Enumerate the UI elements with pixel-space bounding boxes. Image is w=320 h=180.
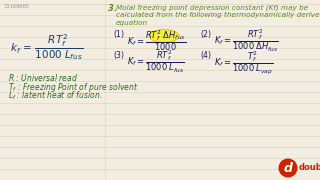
Ellipse shape: [149, 30, 179, 42]
Text: d: d: [284, 161, 292, 174]
Text: $L_f$ : latent heat of fusion.: $L_f$ : latent heat of fusion.: [8, 90, 102, 102]
Text: equation: equation: [116, 20, 148, 26]
Text: Molal freezing point depression constant (Kf) may be: Molal freezing point depression constant…: [116, 4, 308, 11]
Text: 3.: 3.: [108, 4, 117, 13]
Text: $(2)$: $(2)$: [200, 28, 212, 40]
Text: $k_f\,=\,\dfrac{RT_f^2}{1000\;L_{fus}}$: $k_f\,=\,\dfrac{RT_f^2}{1000\;L_{fus}}$: [10, 32, 83, 62]
Text: $K_f = \dfrac{RT_f^2\;\Delta H_{fus}}{1000}$: $K_f = \dfrac{RT_f^2\;\Delta H_{fus}}{10…: [127, 28, 186, 53]
Text: $K_f = \dfrac{T_f^2}{1000\;L_{vap}}$: $K_f = \dfrac{T_f^2}{1000\;L_{vap}}$: [214, 49, 273, 76]
Text: $R$ : Universal read: $R$ : Universal read: [8, 72, 78, 83]
Text: $(3)$: $(3)$: [113, 49, 125, 61]
Text: $K_f = \dfrac{RT_f^2}{1000\;\Delta H_{fus}}$: $K_f = \dfrac{RT_f^2}{1000\;\Delta H_{fu…: [214, 28, 279, 54]
Text: $(1)$: $(1)$: [113, 28, 125, 40]
Circle shape: [278, 159, 298, 177]
Text: calculated from the following thermodynamically derived: calculated from the following thermodyna…: [116, 12, 320, 18]
Text: doubtnut: doubtnut: [299, 163, 320, 172]
Text: $K_f = \dfrac{RT_f^2}{1000\;L_{fus}}$: $K_f = \dfrac{RT_f^2}{1000\;L_{fus}}$: [127, 49, 184, 75]
Text: $(4)$: $(4)$: [200, 49, 212, 61]
Text: 23169005: 23169005: [4, 4, 30, 9]
Text: $T_f$ : Freezing Point of pure solvent: $T_f$ : Freezing Point of pure solvent: [8, 81, 139, 94]
